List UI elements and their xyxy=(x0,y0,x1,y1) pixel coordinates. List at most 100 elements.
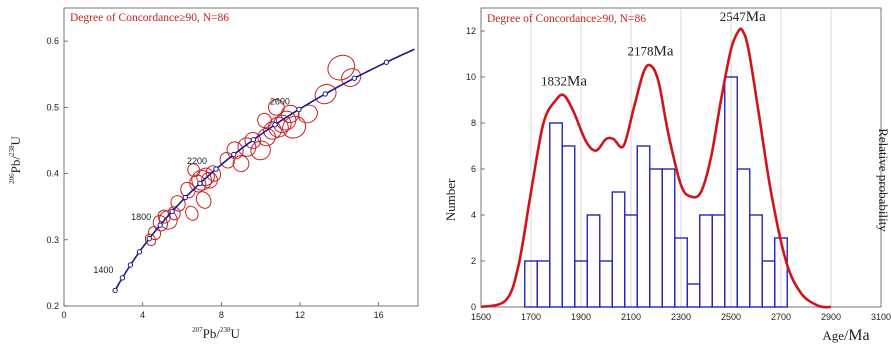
x-label-age: Age xyxy=(822,328,844,343)
histogram-bar xyxy=(661,168,676,308)
histogram-bar xyxy=(574,260,588,308)
concordia-tick-marks xyxy=(63,40,380,307)
concordia-annotation: Degree of Concordance≥90, N=86 xyxy=(70,12,229,24)
concordia-age-marker xyxy=(146,235,152,242)
histogram-bar xyxy=(674,237,688,308)
concordia-plot-area: 1400 1800 2200 2600 xyxy=(63,7,419,307)
x-tick-label: 12 xyxy=(295,310,305,320)
x-tick-label: 8 xyxy=(219,310,224,320)
histogram-bar xyxy=(524,260,538,308)
x-tick-label: 1900 xyxy=(571,312,591,322)
histogram-x-tick-labels: 1500 1700 1900 2100 2300 2500 2700 2900 3100 xyxy=(471,312,891,322)
concordia-age-marker xyxy=(197,180,203,187)
data-ellipse xyxy=(187,163,201,178)
concordia-age-markers xyxy=(112,59,390,294)
x-tick-label: 2100 xyxy=(621,312,641,322)
data-ellipse xyxy=(195,191,212,209)
data-ellipse xyxy=(263,121,282,140)
x-label-element-2: U xyxy=(230,326,240,341)
concordia-age-marker xyxy=(296,106,302,113)
data-ellipse xyxy=(327,54,356,81)
data-ellipse xyxy=(196,167,215,187)
x-tick-label: 2900 xyxy=(821,312,841,322)
histogram-bar xyxy=(586,214,601,308)
concordia-age-marker xyxy=(351,75,358,81)
concordia-age-label: 2600 xyxy=(270,96,290,106)
histogram-bar xyxy=(561,145,576,308)
histogram-gridlines xyxy=(481,8,832,308)
peak-age-unit: Ma xyxy=(567,73,587,89)
y-tick-label: 6 xyxy=(471,164,476,174)
peak-age-label: 1832Ma xyxy=(541,73,587,89)
histogram-y-tick-labels: 0 2 4 6 8 10 12 xyxy=(466,26,476,312)
y-label-sup-1: 206 xyxy=(8,173,16,184)
x-tick-label: 2500 xyxy=(721,312,741,322)
concordia-age-marker xyxy=(182,194,189,201)
data-ellipse xyxy=(257,127,276,147)
y-tick-label: 0 xyxy=(471,302,476,312)
data-ellipse xyxy=(282,115,307,139)
peak-age-number: 2178 xyxy=(628,44,654,59)
concordia-age-marker xyxy=(272,122,278,128)
data-ellipse xyxy=(226,141,244,160)
data-ellipse xyxy=(185,205,199,221)
concordia-age-marker xyxy=(322,91,328,97)
peak-age-label: 2178Ma xyxy=(628,44,674,60)
y-tick-label: 4 xyxy=(471,210,476,220)
concordia-age-label: 2200 xyxy=(187,156,207,166)
histogram-x-axis-label: Age/Ma xyxy=(822,327,869,344)
histogram-bar xyxy=(611,191,626,308)
x-label-sup-2: 238 xyxy=(220,326,231,334)
concordia-age-marker xyxy=(169,208,175,215)
x-tick-label: 2700 xyxy=(771,312,791,322)
concordia-age-marker xyxy=(127,262,134,268)
x-tick-label: 0 xyxy=(61,310,66,320)
concordia-chart: 1400 1800 2200 2600 0 4 8 12 16 0.2 0.3 0.4 0.5 0.6… xyxy=(8,7,419,341)
histogram-bar xyxy=(649,168,663,308)
histogram-bar xyxy=(686,283,701,308)
data-ellipse xyxy=(341,68,362,87)
x-label-element-1: Pb/ xyxy=(203,326,221,341)
data-ellipse xyxy=(152,214,168,232)
concordia-y-tick-labels: 0.2 0.3 0.4 0.5 0.6 xyxy=(46,36,59,311)
histogram-y2-axis-label: Relative probability xyxy=(876,128,891,232)
x-tick-label: 1700 xyxy=(521,312,541,322)
x-tick-label: 1500 xyxy=(471,312,491,322)
histogram-bar xyxy=(736,168,751,308)
concordia-age-labels: 1400 1800 2200 2600 xyxy=(93,96,290,274)
y-label-element-2: U xyxy=(8,136,23,146)
data-ellipse xyxy=(232,155,250,173)
peak-age-unit: Ma xyxy=(654,44,674,60)
concordia-age-label: 1400 xyxy=(93,265,113,275)
x-tick-label: 16 xyxy=(374,310,384,320)
peak-age-label: 2547Ma xyxy=(720,9,766,25)
y-tick-label: 10 xyxy=(466,72,476,82)
histogram-bar xyxy=(711,214,726,308)
concordia-ellipses xyxy=(144,54,362,247)
histogram-bar xyxy=(624,214,638,308)
x-tick-label: 2300 xyxy=(671,312,691,322)
concordia-x-axis-label: 207Pb/238U xyxy=(192,326,240,341)
concordia-age-marker xyxy=(119,275,126,281)
x-label-slash: / xyxy=(844,328,849,344)
peak-age-number: 2547 xyxy=(720,9,747,24)
histogram-bar xyxy=(761,260,776,308)
x-label-sup-1: 207 xyxy=(192,326,203,334)
data-ellipse xyxy=(244,132,262,149)
concordia-age-label: 1800 xyxy=(131,212,151,222)
concordia-age-marker xyxy=(383,59,390,65)
concordia-age-marker xyxy=(250,137,257,143)
histogram-bar xyxy=(599,260,613,308)
histogram-bar xyxy=(536,260,551,308)
concordia-age-marker xyxy=(112,287,118,294)
x-tick-label: 4 xyxy=(140,310,145,320)
y-tick-label: 0.3 xyxy=(46,235,59,245)
histogram-bar xyxy=(774,237,788,308)
histogram-frame xyxy=(480,7,882,308)
histogram-bar xyxy=(549,122,563,308)
histogram-bar xyxy=(699,214,713,308)
y-tick-label: 12 xyxy=(466,26,476,36)
data-ellipse xyxy=(201,171,218,189)
